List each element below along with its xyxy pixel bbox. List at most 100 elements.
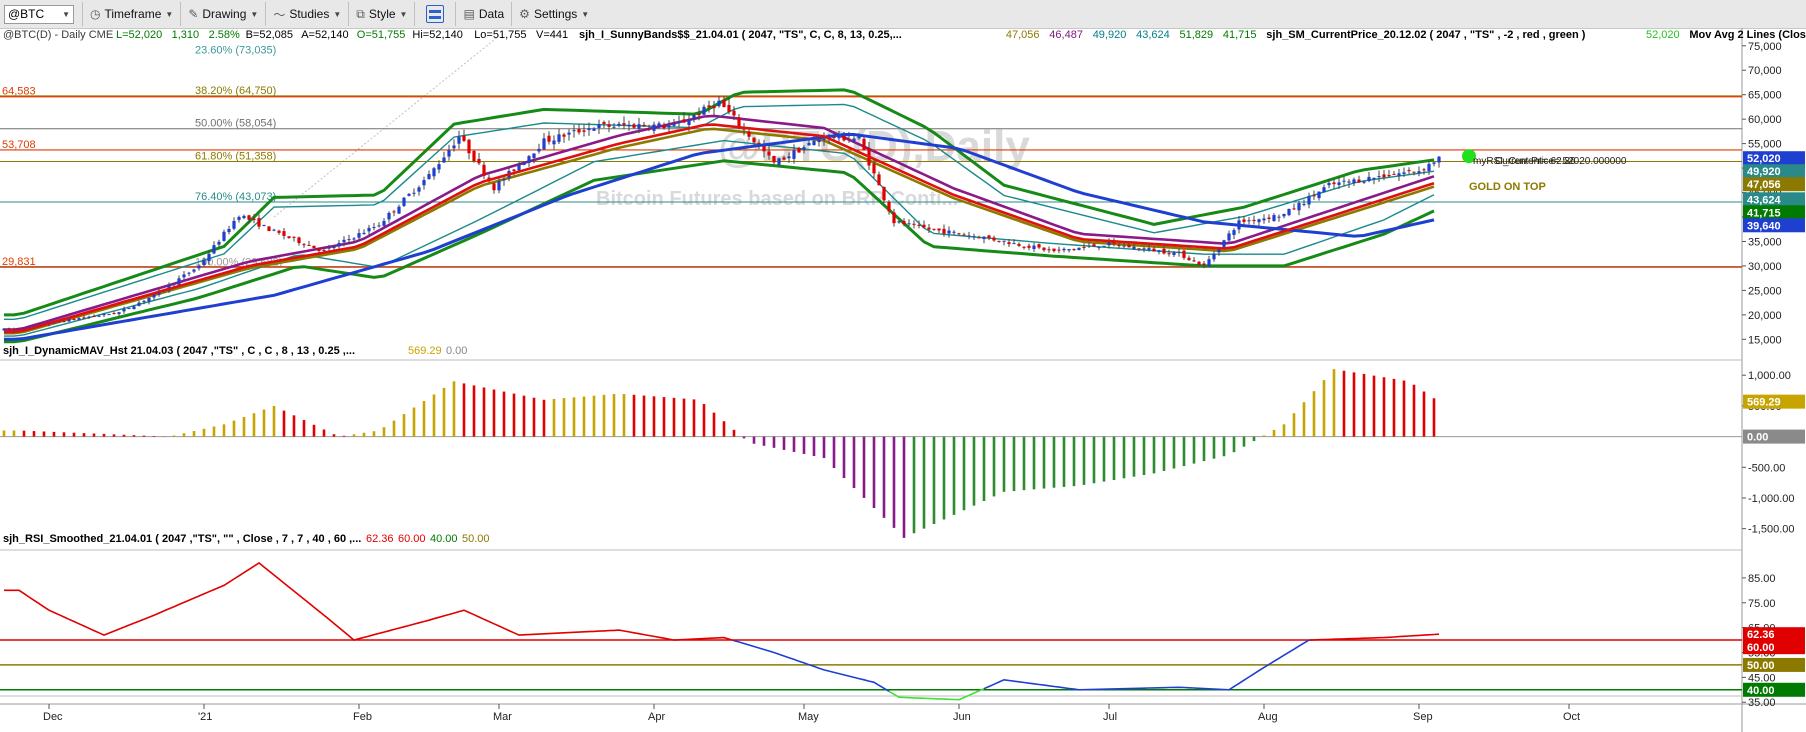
- chevron-down-icon: ▼: [62, 9, 70, 19]
- candle-body: [217, 241, 221, 245]
- data-button[interactable]: ▤ Data: [455, 2, 511, 26]
- candle-body: [612, 126, 616, 128]
- candle-body: [887, 201, 891, 212]
- candle-body: [987, 235, 991, 239]
- candle-body: [1097, 246, 1101, 248]
- date-label: Dec: [43, 711, 63, 723]
- candle-body: [637, 124, 641, 129]
- drawing-label: Drawing: [202, 7, 247, 21]
- candle-body: [1357, 179, 1361, 183]
- study-header: 43,624: [1136, 29, 1170, 41]
- candle-body: [1252, 219, 1256, 222]
- candle-body: [1392, 173, 1396, 175]
- candle-body: [502, 179, 506, 181]
- date-axis: Dec '21 Feb Mar Apr May Jun Jul Aug Sep Oct: [43, 704, 1580, 723]
- candle-body: [412, 192, 416, 194]
- candle-body: [1002, 240, 1006, 242]
- candle-body: [1427, 163, 1431, 171]
- candle-body: [567, 132, 571, 135]
- candle-body: [1227, 233, 1231, 241]
- candle-body: [107, 314, 111, 316]
- price-level-label: 53,708: [2, 139, 36, 151]
- candle-body: [947, 230, 951, 234]
- candle-body: [182, 274, 186, 278]
- candle-body: [1417, 171, 1421, 174]
- rsi-legend-value: 60.00: [398, 533, 426, 545]
- candle-body: [602, 122, 606, 124]
- candle-body: [1037, 244, 1041, 248]
- style-button[interactable]: ⧉ Style ▼: [348, 2, 414, 26]
- candle-body: [1147, 248, 1151, 250]
- rsi-tick-label: 75.00: [1748, 598, 1776, 610]
- data-icon: ▤: [463, 7, 475, 21]
- quote-value: A=52,140: [301, 29, 348, 41]
- study-header: 41,715: [1223, 29, 1257, 41]
- chevron-down-icon: ▼: [399, 9, 408, 19]
- candle-body: [492, 183, 496, 191]
- candle-body: [792, 150, 796, 159]
- lower-band: [4, 159, 1435, 344]
- candle-body: [597, 124, 601, 128]
- candle-body: [967, 235, 971, 237]
- candle-body: [367, 227, 371, 232]
- candle-body: [1067, 249, 1071, 251]
- candle-body: [802, 147, 806, 150]
- candle-body: [717, 100, 721, 107]
- price-tag: 41,715: [1747, 207, 1781, 219]
- candle-body: [87, 316, 91, 318]
- candle-body: [372, 227, 376, 229]
- candle-body: [172, 283, 176, 285]
- candle-body: [537, 148, 541, 152]
- candle-body: [352, 238, 356, 240]
- candle-body: [932, 228, 936, 230]
- study-header: Mov Avg 2 Lines (Close,21,55, 0 ): [1689, 29, 1806, 41]
- studies-button[interactable]: 〜 Studies ▼: [265, 2, 348, 26]
- chart-area[interactable]: @BTC(D),Daily Bitcoin Futures based on B…: [0, 28, 1806, 732]
- date-label: Feb: [353, 711, 372, 723]
- candle-body: [962, 234, 966, 236]
- candle-body: [617, 123, 621, 126]
- candle-body: [977, 237, 981, 239]
- clock-icon: ◷: [90, 7, 101, 21]
- candle-body: [647, 128, 651, 130]
- candle-body: [607, 124, 611, 127]
- candle-body: [1172, 252, 1176, 255]
- price-tick-label: 70,000: [1748, 65, 1782, 77]
- candle-body: [1212, 253, 1216, 260]
- chevron-down-icon: ▼: [165, 9, 174, 19]
- candle-body: [1062, 248, 1066, 251]
- layout-button[interactable]: [414, 2, 455, 26]
- rsi-tag-bg: [1743, 682, 1805, 697]
- date-label: Apr: [648, 711, 665, 723]
- symbol-input[interactable]: @BTC ▼: [4, 4, 74, 24]
- candle-body: [907, 223, 911, 225]
- candle-body: [727, 104, 731, 113]
- candle-body: [512, 169, 516, 172]
- candle-body: [722, 99, 726, 108]
- candle-body: [1297, 203, 1301, 211]
- drawing-button[interactable]: ✎ Drawing ▼: [180, 2, 265, 26]
- price-tick-label: 20,000: [1748, 310, 1782, 322]
- candle-body: [1142, 248, 1146, 250]
- candle-body: [152, 294, 156, 298]
- hist-tag-bg: [1743, 429, 1805, 444]
- candle-body: [102, 313, 106, 316]
- candle-body: [442, 157, 446, 163]
- candle-body: [857, 136, 861, 139]
- candle-body: [262, 224, 266, 226]
- fib-label: 50.00% (58,054): [195, 118, 276, 130]
- candle-body: [1072, 249, 1076, 251]
- rsi-tick-label: 45.00: [1748, 672, 1776, 684]
- price-level-label: 64,583: [2, 86, 36, 98]
- candle-body: [1182, 250, 1186, 258]
- settings-button[interactable]: ⚙ Settings ▼: [511, 2, 596, 26]
- candle-body: [252, 218, 256, 220]
- candle-body: [1107, 241, 1111, 246]
- timeframe-button[interactable]: ◷ Timeframe ▼: [82, 2, 180, 26]
- candle-body: [692, 115, 696, 119]
- candle-body: [1232, 230, 1236, 235]
- candle-body: [557, 134, 561, 142]
- dynamic-mav-line: [4, 114, 1435, 331]
- style-label: Style: [368, 7, 396, 21]
